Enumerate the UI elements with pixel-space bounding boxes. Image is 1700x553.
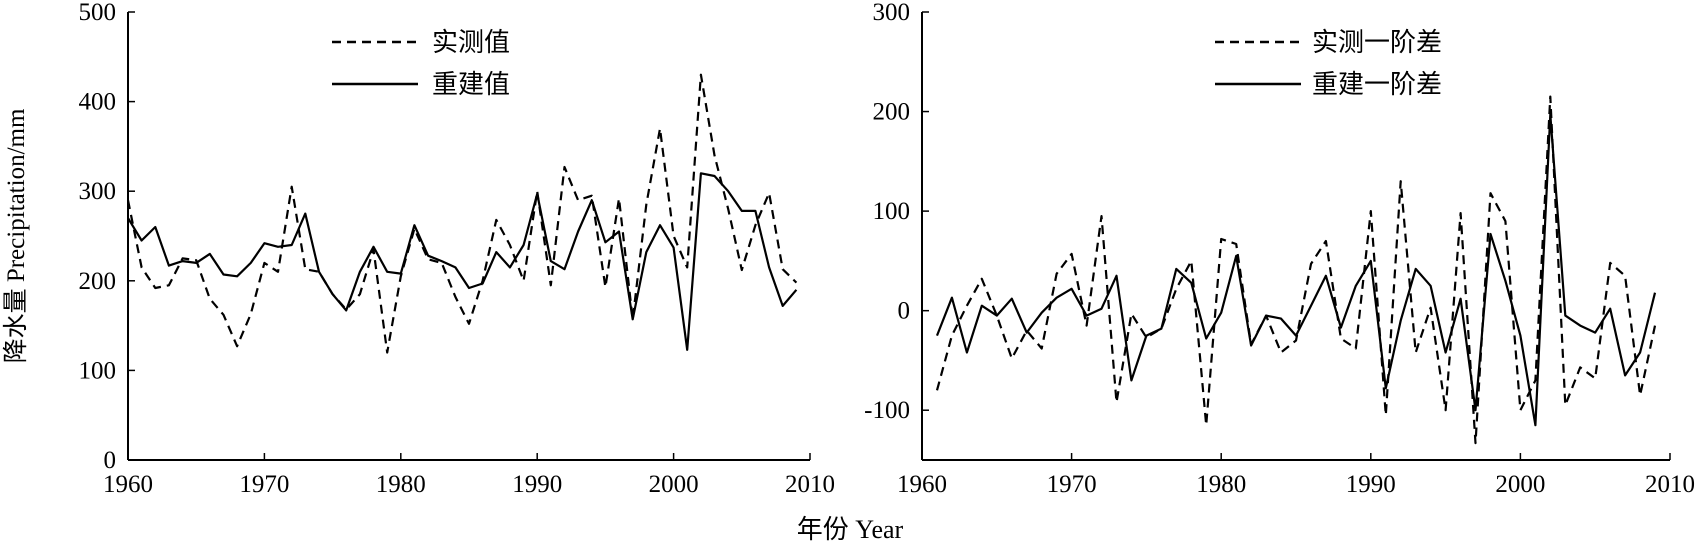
x-tick-label: 2010 bbox=[1645, 471, 1695, 498]
x-tick-label: 1960 bbox=[897, 471, 947, 498]
y-tick-label: 100 bbox=[79, 357, 117, 384]
x-tick-label: 1970 bbox=[239, 471, 289, 498]
y-tick-label: 500 bbox=[79, 0, 117, 26]
x-axis-title: 年份 Year bbox=[797, 515, 904, 544]
legend-label: 重建值 bbox=[432, 70, 510, 99]
y-tick-label: 400 bbox=[79, 89, 117, 116]
x-tick-label: 1980 bbox=[376, 471, 426, 498]
series-line-reconstructed bbox=[127, 172, 798, 351]
y-tick-label: 300 bbox=[79, 178, 117, 205]
y-tick-label: 200 bbox=[873, 99, 911, 126]
x-tick-label: 1960 bbox=[103, 471, 153, 498]
y-tick-label: 300 bbox=[873, 0, 911, 26]
series-line-measured bbox=[935, 95, 1657, 445]
panel-measured-vs-reconstructed: 0 100 200 300 400 500 1960 1970 1980 1990 2000 2010… bbox=[2, 0, 835, 498]
series-line-measured bbox=[126, 73, 798, 354]
y-tick-label: 100 bbox=[873, 198, 911, 225]
panel-first-difference: -100 0 100 200 300 1960 1970 1980 1990 2000 2010 实测… bbox=[864, 0, 1695, 498]
y-tick-label: 0 bbox=[104, 447, 117, 474]
legend-label: 实测值 bbox=[432, 28, 510, 57]
y-tick-label: -100 bbox=[864, 397, 910, 424]
x-tick-label: 1990 bbox=[512, 471, 562, 498]
x-tick-label: 2000 bbox=[649, 471, 699, 498]
x-tick-label: 2010 bbox=[785, 471, 835, 498]
y-tick-label: 200 bbox=[79, 268, 117, 295]
legend-label: 实测一阶差 bbox=[1312, 28, 1442, 57]
legend-label: 重建一阶差 bbox=[1312, 70, 1442, 99]
y-tick-label: 0 bbox=[898, 298, 911, 325]
series-line-reconstructed bbox=[935, 113, 1657, 427]
x-tick-label: 1970 bbox=[1047, 471, 1097, 498]
x-tick-label: 1980 bbox=[1196, 471, 1246, 498]
x-tick-label: 1990 bbox=[1346, 471, 1396, 498]
y-axis-title: 降水量 Precipitation/mm bbox=[2, 108, 30, 363]
x-tick-label: 2000 bbox=[1495, 471, 1545, 498]
